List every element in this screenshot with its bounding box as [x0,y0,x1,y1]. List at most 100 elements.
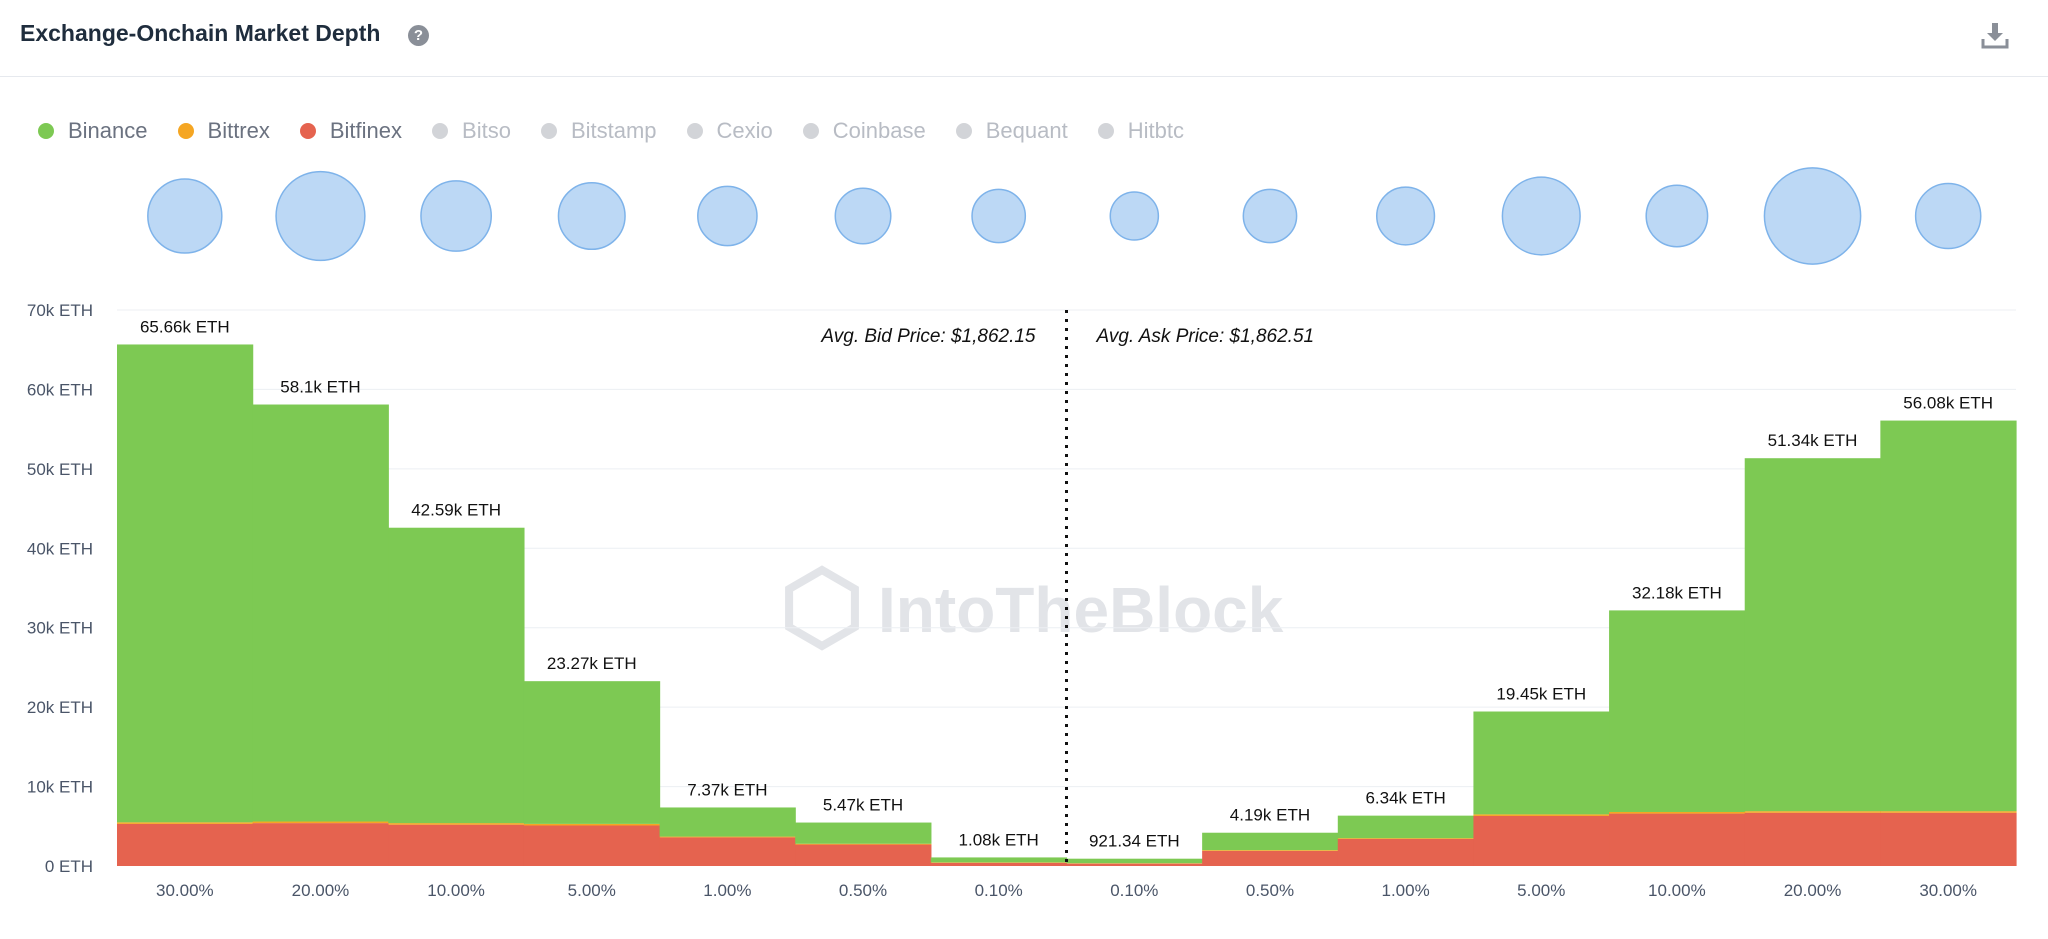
x-tick-label: 1.00% [1382,881,1430,900]
bar-segment-binance[interactable] [523,681,661,824]
bar-segment-binance[interactable] [1880,420,2017,812]
chart-header: Exchange-Onchain Market Depth ? [0,0,2048,77]
bar-segment-bittrex[interactable] [1202,850,1339,851]
x-tick-label: 0.50% [1246,881,1294,900]
bar-segment-bitfinex[interactable] [252,823,389,866]
bar-segment-bitfinex[interactable] [1066,863,1203,866]
bar-segment-bitfinex[interactable] [1880,812,2017,866]
bar-segment-binance[interactable] [1066,858,1203,864]
legend-label: Hitbtc [1127,118,1184,143]
question-circle-icon[interactable]: ? [408,25,429,46]
bar-segment-bittrex[interactable] [523,823,661,826]
bar-segment-binance[interactable] [1744,458,1881,812]
bar-segment-binance[interactable] [659,807,796,837]
bar-total-label: 56.08k ETH [1903,394,1993,413]
bar-segment-bitfinex[interactable] [1744,812,1881,866]
bar-total-label: 19.45k ETH [1496,685,1586,704]
y-tick-label: 70k ETH [27,301,93,320]
bar-total-label: 58.1k ETH [280,378,360,397]
bar-segment-bittrex[interactable] [1609,811,1746,814]
bar-segment-bittrex[interactable] [1880,811,2017,813]
liquidity-bubble[interactable] [1914,182,1982,250]
bar-segment-binance[interactable] [1609,610,1746,812]
bar-segment-binance[interactable] [252,404,389,822]
x-tick-label: 10.00% [1648,881,1706,900]
bar-segment-binance[interactable] [117,344,254,823]
liquidity-bubble[interactable] [834,187,892,245]
legend-label: Bitfinex [329,118,403,143]
legend-item-hitbtc[interactable]: Hitbtc [1097,118,1184,144]
bar-segment-bittrex[interactable] [388,823,525,825]
market-depth-chart: IntoTheBlock 0 ETH 10k ETH 20k ETH 30k ETH 40… [27,167,2017,900]
x-tick-label: 30.00% [156,881,214,900]
bar-segment-binance[interactable] [795,822,932,844]
legend-label: Coinbase [832,118,926,143]
bar-segment-bitfinex[interactable] [388,824,525,866]
bar-total-label: 65.66k ETH [140,317,230,336]
legend-label: Bittrex [207,118,270,143]
legend-label: Bequant [985,118,1068,143]
legend-item-bitso[interactable]: Bitso [432,118,511,144]
bar-segment-bittrex[interactable] [1337,838,1475,839]
watermark-text: IntoTheBlock [878,574,1284,646]
x-tick-label: 0.10% [975,881,1023,900]
bar-segment-bittrex[interactable] [117,822,254,824]
bar-segment-bittrex[interactable] [659,836,796,838]
liquidity-bubble[interactable] [1501,176,1581,256]
watermark-logo: IntoTheBlock [785,565,1284,651]
bar-segment-bitfinex[interactable] [523,825,661,866]
legend-item-bequant[interactable]: Bequant [955,118,1068,144]
bar-segment-binance[interactable] [388,527,525,824]
bar-segment-binance[interactable] [1337,815,1475,839]
bar-segment-bitfinex[interactable] [659,837,796,866]
liquidity-bubble[interactable] [697,185,758,247]
y-tick-label: 0 ETH [45,857,93,876]
x-tick-label: 1.00% [703,881,751,900]
liquidity-bubble[interactable] [1763,167,1862,265]
bar-segment-bitfinex[interactable] [795,844,932,866]
legend-label: Bitso [462,118,511,143]
download-icon[interactable] [1980,20,2010,50]
bar-segment-bittrex[interactable] [1473,814,1610,816]
bar-segment-bittrex[interactable] [795,843,932,845]
legend-dot-icon [299,123,316,139]
legend-item-bitfinex[interactable]: Bitfinex [299,118,403,144]
bar-segment-bittrex[interactable] [1744,811,1881,813]
bar-segment-binance[interactable] [930,857,1068,863]
bar-total-label: 1.08k ETH [959,830,1039,849]
bar-segment-bitfinex[interactable] [1473,815,1610,866]
liquidity-bubble[interactable] [1242,188,1298,244]
avg-bid-price-label: Avg. Bid Price: $1,862.15 [820,326,1035,347]
legend-item-bitstamp[interactable]: Bitstamp [540,118,657,144]
bar-segment-bitfinex[interactable] [117,823,254,866]
x-tick-label: 30.00% [1919,881,1977,900]
legend-dot-icon [686,123,703,139]
liquidity-bubble[interactable] [147,178,223,254]
liquidity-bubble[interactable] [1375,186,1436,246]
legend-item-cexio[interactable]: Cexio [686,118,773,144]
legend-item-binance[interactable]: Binance [38,118,148,144]
liquidity-bubble[interactable] [557,181,626,251]
liquidity-bubble[interactable] [420,180,493,252]
y-tick-label: 50k ETH [27,460,93,479]
liquidity-bubble[interactable] [1109,191,1160,241]
bar-segment-bitfinex[interactable] [1609,813,1746,866]
legend-item-coinbase[interactable]: Coinbase [802,118,926,144]
liquidity-bubble[interactable] [275,170,366,262]
legend-item-bittrex[interactable]: Bittrex [177,118,270,144]
liquidity-bubble[interactable] [1645,184,1709,248]
liquidity-bubble[interactable] [971,188,1027,244]
bar-segment-binance[interactable] [1202,832,1339,851]
legend-label: Binance [68,118,148,143]
legend-dot-icon [955,123,972,139]
y-tick-label: 10k ETH [27,778,93,797]
bar-segment-bitfinex[interactable] [930,862,1068,866]
bar-segment-bitfinex[interactable] [1202,850,1339,866]
y-tick-label: 40k ETH [27,539,93,558]
bar-segment-binance[interactable] [1473,711,1610,815]
bar-total-label: 51.34k ETH [1768,431,1858,450]
bar-total-label: 921.34 ETH [1089,832,1180,851]
bar-segment-bitfinex[interactable] [1337,838,1475,866]
bar-segment-bittrex[interactable] [252,821,389,824]
bar-total-label: 32.18k ETH [1632,583,1722,602]
